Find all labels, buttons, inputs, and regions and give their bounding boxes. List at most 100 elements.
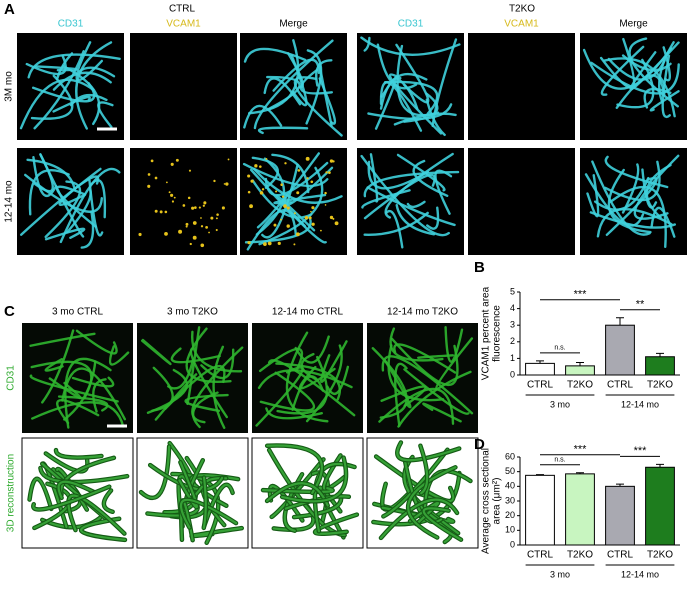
image-frame <box>240 33 347 140</box>
vessel <box>299 68 334 95</box>
vessel <box>423 470 472 508</box>
vessel <box>406 200 426 209</box>
group-title: T2KO <box>509 4 535 15</box>
y-tick-label: 20 <box>505 510 515 520</box>
vcam-spot <box>171 200 175 203</box>
vessel <box>305 49 323 125</box>
micrograph <box>21 437 134 549</box>
vcam-spot <box>223 183 226 185</box>
vcam-spot <box>286 206 290 210</box>
vcam-spot <box>192 235 197 240</box>
vessel <box>293 76 343 137</box>
vessel <box>287 52 304 89</box>
vcam-spot <box>185 225 188 228</box>
group-label: 12-14 mo <box>621 569 659 579</box>
vessel <box>403 368 470 415</box>
y-tick-label: 2 <box>510 336 515 346</box>
vcam-spot <box>247 241 251 245</box>
vcam-spot <box>283 204 287 208</box>
vessel <box>39 153 85 238</box>
vessel <box>88 179 104 237</box>
vcam-spot <box>203 201 207 205</box>
vessel <box>243 47 307 63</box>
y-axis-label: fluorescence <box>492 305 503 362</box>
micrograph <box>130 33 237 140</box>
row-label: 12-14 mo <box>4 180 15 223</box>
vcam-spot <box>247 190 251 194</box>
vessel <box>422 402 462 423</box>
vessel <box>52 71 112 91</box>
vcam-spot <box>185 222 189 226</box>
vessel <box>80 210 95 249</box>
vcam-spot <box>306 177 309 180</box>
vessel <box>381 355 474 415</box>
vcam-spot <box>305 156 310 161</box>
vessel <box>251 156 279 189</box>
vessel <box>52 96 91 113</box>
vessel <box>24 173 103 213</box>
y-tick-label: 0 <box>510 539 515 549</box>
vessel <box>435 337 474 391</box>
vcam-spot <box>297 169 301 172</box>
vessel <box>590 61 680 95</box>
vcam-spot <box>296 191 300 195</box>
significance: n.s. <box>554 345 565 352</box>
vessel <box>258 166 324 246</box>
vessel <box>102 489 114 513</box>
channel-label: VCAM1 <box>504 19 539 30</box>
vessel <box>426 206 440 230</box>
vessel <box>32 155 58 198</box>
x-tick-label: T2KO <box>647 550 673 561</box>
vcam-spot <box>170 162 174 166</box>
vessel <box>184 393 229 412</box>
significance: n.s. <box>554 457 565 464</box>
vessel <box>44 227 86 241</box>
row-label: CD31 <box>6 365 17 391</box>
channel-label: VCAM1 <box>166 19 201 30</box>
vessel <box>257 126 309 135</box>
micrograph <box>22 323 133 433</box>
vessel <box>291 375 325 411</box>
vessel <box>170 347 221 364</box>
vessel <box>242 162 329 188</box>
y-axis-label: area (μm²) <box>492 478 503 525</box>
vessel <box>139 445 171 499</box>
vessel <box>268 484 304 522</box>
vessel <box>609 185 667 249</box>
vcam-spot <box>165 181 168 184</box>
vcam-spot <box>188 169 192 172</box>
vessel <box>56 399 100 425</box>
vessel <box>376 43 418 90</box>
error-bar <box>576 472 584 474</box>
vcam-spot <box>202 204 205 207</box>
error-bar <box>656 352 664 357</box>
column-label: 12-14 mo CTRL <box>272 307 344 318</box>
vessel <box>383 80 439 115</box>
vessel <box>662 46 671 82</box>
vcam-spot <box>275 190 278 193</box>
vessel <box>28 169 70 216</box>
vcam-spot <box>277 241 281 245</box>
vessel <box>395 43 430 104</box>
vessel <box>393 343 457 374</box>
vessel <box>258 347 304 373</box>
vcam-spot <box>159 210 163 214</box>
x-tick-label: CTRL <box>527 380 554 391</box>
vessel <box>419 444 429 495</box>
y-tick-label: 0 <box>510 369 515 379</box>
error-bar <box>616 317 624 326</box>
vessel <box>149 463 224 491</box>
vessel <box>604 160 661 202</box>
vcam-spot <box>311 222 315 226</box>
vessel <box>657 41 675 104</box>
vcam-spot <box>320 229 322 232</box>
micrograph <box>357 33 464 140</box>
vessel <box>75 41 113 130</box>
vcam-spot <box>325 171 328 174</box>
micrograph <box>580 148 687 255</box>
vessel <box>108 345 130 366</box>
vcam-spot <box>173 196 176 199</box>
vessel <box>265 407 323 420</box>
image-frame <box>468 148 575 255</box>
vessel <box>19 175 100 236</box>
